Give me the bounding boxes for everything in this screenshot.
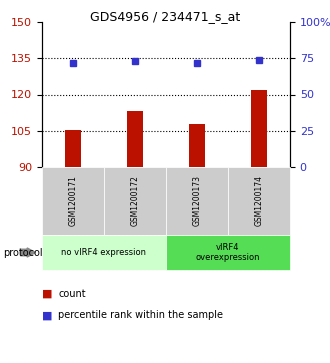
Text: ■: ■ (42, 310, 52, 321)
Bar (189, 123, 205, 167)
Text: count: count (58, 289, 86, 299)
Text: ■: ■ (42, 289, 52, 299)
Bar (127, 111, 143, 167)
Text: vIRF4
overexpression: vIRF4 overexpression (196, 243, 260, 262)
Bar (251, 90, 267, 167)
Text: protocol: protocol (3, 248, 43, 257)
Text: percentile rank within the sample: percentile rank within the sample (58, 310, 223, 321)
Text: GSM1200172: GSM1200172 (130, 176, 140, 227)
Text: GSM1200171: GSM1200171 (69, 176, 78, 227)
Text: no vIRF4 expression: no vIRF4 expression (61, 248, 147, 257)
Text: GSM1200174: GSM1200174 (254, 175, 263, 227)
Text: GDS4956 / 234471_s_at: GDS4956 / 234471_s_at (90, 10, 240, 23)
Bar (65, 130, 81, 167)
Text: GSM1200173: GSM1200173 (192, 175, 202, 227)
